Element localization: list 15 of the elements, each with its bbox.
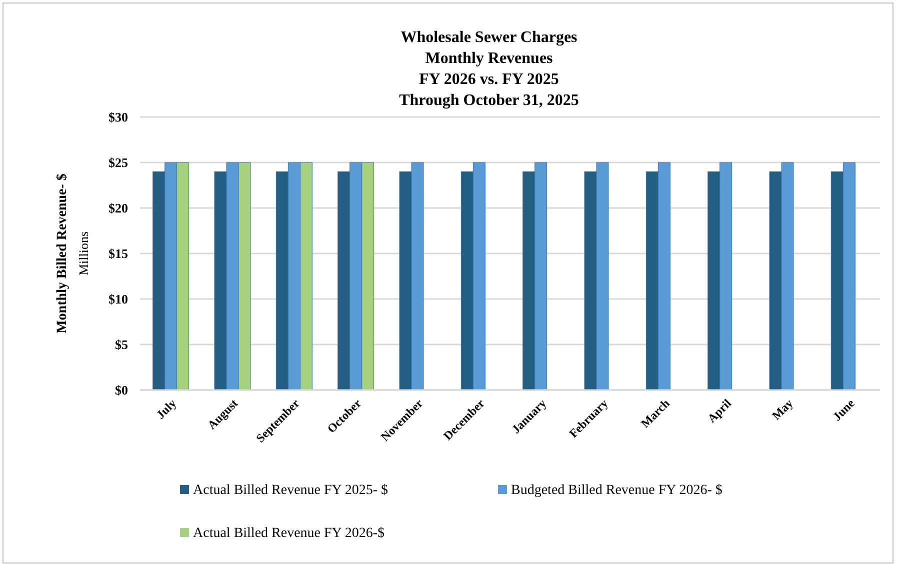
chart-title: Wholesale Sewer Charges Monthly Revenues FY 2026 vs. FY 2025 Through October 31, 2025	[399, 29, 579, 109]
y-tick-label: $25	[108, 155, 128, 170]
x-tick-label: May	[769, 396, 796, 423]
y-tick-label: $5	[115, 337, 128, 352]
y-tick-label: $15	[108, 246, 128, 262]
legend-label: Actual Billed Revenue FY 2025- $	[193, 483, 388, 498]
legend-label: Actual Billed Revenue FY 2026-$	[193, 526, 385, 541]
y-axis-title: Monthly Billed Revenue- $ Millions	[55, 174, 91, 334]
y-tick-label: $0	[115, 382, 128, 398]
y-tick-label: $10	[108, 292, 128, 307]
y-tick-label: $20	[108, 200, 128, 216]
x-tick-label: June	[830, 396, 858, 424]
legend-label: Budgeted Billed Revenue FY 2026- $	[511, 483, 722, 498]
x-tick-label: July	[153, 396, 179, 422]
y-tick-label: $30	[108, 110, 128, 125]
